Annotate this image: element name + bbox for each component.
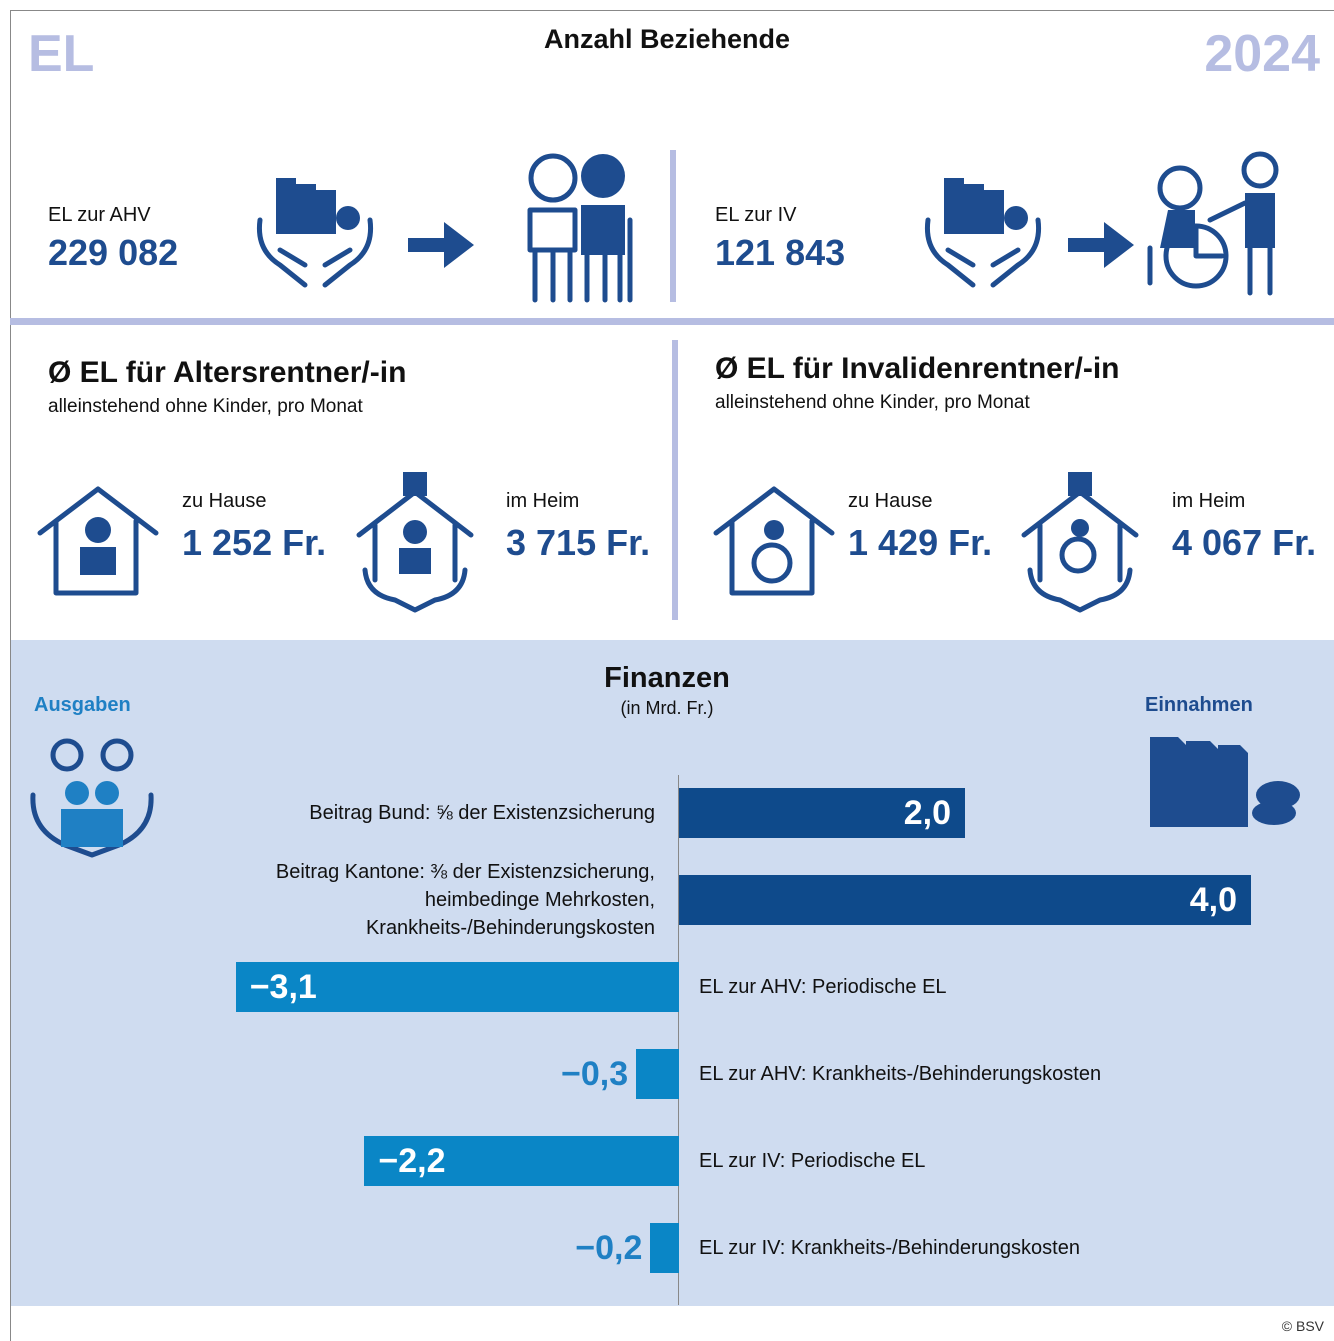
footer: © BSV (1282, 1318, 1324, 1334)
value-label: −0,2 (575, 1223, 642, 1273)
value-label: 4,0 (1190, 875, 1237, 925)
category-label: EL zur AHV: Periodische EL (699, 973, 947, 1001)
category-label: EL zur AHV: Krankheits-/Behinderungskost… (699, 1060, 1101, 1088)
bar (679, 875, 1251, 925)
category-label: EL zur IV: Periodische EL (699, 1147, 925, 1175)
bar-chart: 2,0 Beitrag Bund: ⅝ der Existenzsicherung… (0, 0, 1334, 1341)
category-label: Beitrag Kantone: ⅜ der Existenzsicherung… (276, 858, 655, 942)
bar (636, 1049, 679, 1099)
value-label: −2,2 (378, 1136, 445, 1186)
infographic: EL Anzahl Beziehende 2024 EL zur AHV 229… (0, 0, 1334, 1341)
value-label: −0,3 (561, 1049, 628, 1099)
value-label: 2,0 (904, 788, 951, 838)
bar (650, 1223, 679, 1273)
category-label: EL zur IV: Krankheits-/Behinderungskoste… (699, 1234, 1080, 1262)
value-label: −3,1 (250, 962, 317, 1012)
category-label: Beitrag Bund: ⅝ der Existenzsicherung (309, 799, 655, 827)
